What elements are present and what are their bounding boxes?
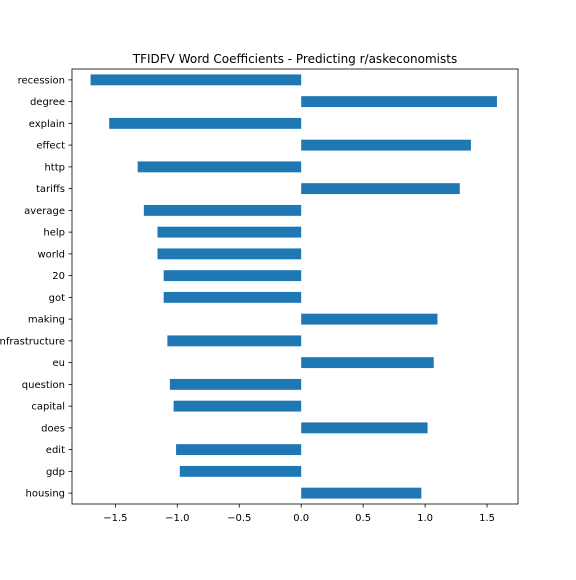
axes-frame [71,68,519,505]
bar-tariffs [301,183,460,195]
y-tick-label: edit [46,445,65,456]
y-tick-label: question [22,380,65,391]
y-tick-label: making [28,315,65,326]
chart-title: TFIDFV Word Coefficients - Predicting r/… [132,52,457,66]
y-tick-label: help [43,228,65,239]
bar-effect [301,139,471,151]
y-tick-label: explain [29,119,65,130]
y-axis: recession degree explain effect http tariffs a… [0,75,72,500]
y-tick-label: infrastructure [0,336,65,347]
bar-20 [163,270,302,282]
y-tick-label: gdp [46,467,65,478]
y-tick-label: capital [31,402,65,413]
bar-average [143,204,302,216]
bar-edit [176,444,302,456]
x-tick-label: −0.5 [227,513,251,524]
y-tick-label: got [49,293,65,304]
y-tick-label: does [41,423,65,434]
bar-got [163,291,302,303]
bar-making [301,313,438,325]
bar-recession [90,74,302,86]
x-tick-label: 1.5 [479,513,495,524]
bar-infrastructure [167,335,302,347]
bar-question [169,378,302,390]
x-tick-label: −1.0 [165,513,189,524]
y-tick-label: eu [53,358,66,369]
y-tick-label: average [24,206,65,217]
bar-does [301,422,428,434]
y-tick-label: 20 [52,271,65,282]
bar-gdp [179,465,302,477]
x-tick-label: 0.0 [293,513,309,524]
x-tick-label: 1.0 [417,513,433,524]
bar-degree [301,96,497,108]
bar-housing [301,487,422,499]
x-tick-label: −1.5 [103,513,127,524]
bars [90,74,497,499]
y-tick-label: recession [18,75,65,86]
y-tick-label: effect [36,141,65,152]
x-axis: −1.5 −1.0 −0.5 0.0 0.5 1.0 1.5 [103,504,495,524]
y-tick-label: world [37,249,65,260]
bar-capital [173,400,302,412]
bar-eu [301,357,434,369]
y-tick-label: http [44,162,65,173]
y-tick-label: housing [26,489,65,500]
bar-world [157,248,302,260]
x-tick-label: 0.5 [355,513,371,524]
bar-help [157,226,302,238]
bar-http [137,161,302,173]
y-tick-label: degree [30,97,65,108]
bar-explain [109,117,302,129]
y-tick-label: tariffs [36,184,65,195]
